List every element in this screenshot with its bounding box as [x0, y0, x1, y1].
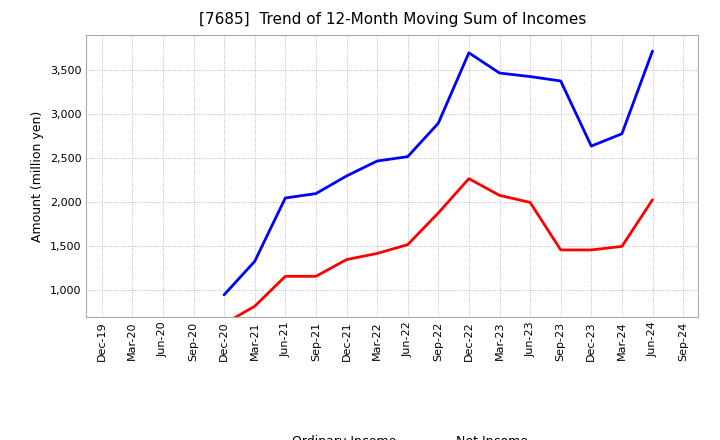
- Net Income: [618, 244, 626, 249]
- Net Income: [434, 210, 443, 216]
- Ordinary Income: [495, 70, 504, 76]
- Line: Net Income: Net Income: [224, 179, 652, 324]
- Ordinary Income: [373, 158, 382, 164]
- Ordinary Income: [342, 173, 351, 179]
- Net Income: [312, 274, 320, 279]
- Net Income: [251, 304, 259, 309]
- Net Income: [526, 200, 534, 205]
- Ordinary Income: [281, 195, 289, 201]
- Net Income: [557, 247, 565, 253]
- Ordinary Income: [434, 121, 443, 126]
- Net Income: [464, 176, 473, 181]
- Net Income: [403, 242, 412, 247]
- Ordinary Income: [251, 259, 259, 264]
- Y-axis label: Amount (million yen): Amount (million yen): [32, 110, 45, 242]
- Line: Ordinary Income: Ordinary Income: [224, 51, 652, 295]
- Legend: Ordinary Income, Net Income: Ordinary Income, Net Income: [252, 430, 533, 440]
- Title: [7685]  Trend of 12-Month Moving Sum of Incomes: [7685] Trend of 12-Month Moving Sum of I…: [199, 12, 586, 27]
- Net Income: [342, 257, 351, 262]
- Ordinary Income: [587, 143, 595, 149]
- Net Income: [648, 197, 657, 202]
- Ordinary Income: [648, 48, 657, 54]
- Net Income: [587, 247, 595, 253]
- Ordinary Income: [557, 78, 565, 84]
- Ordinary Income: [464, 50, 473, 55]
- Net Income: [281, 274, 289, 279]
- Net Income: [220, 321, 228, 326]
- Net Income: [373, 251, 382, 256]
- Ordinary Income: [526, 74, 534, 79]
- Ordinary Income: [220, 292, 228, 297]
- Ordinary Income: [403, 154, 412, 159]
- Net Income: [495, 193, 504, 198]
- Ordinary Income: [312, 191, 320, 196]
- Ordinary Income: [618, 131, 626, 136]
